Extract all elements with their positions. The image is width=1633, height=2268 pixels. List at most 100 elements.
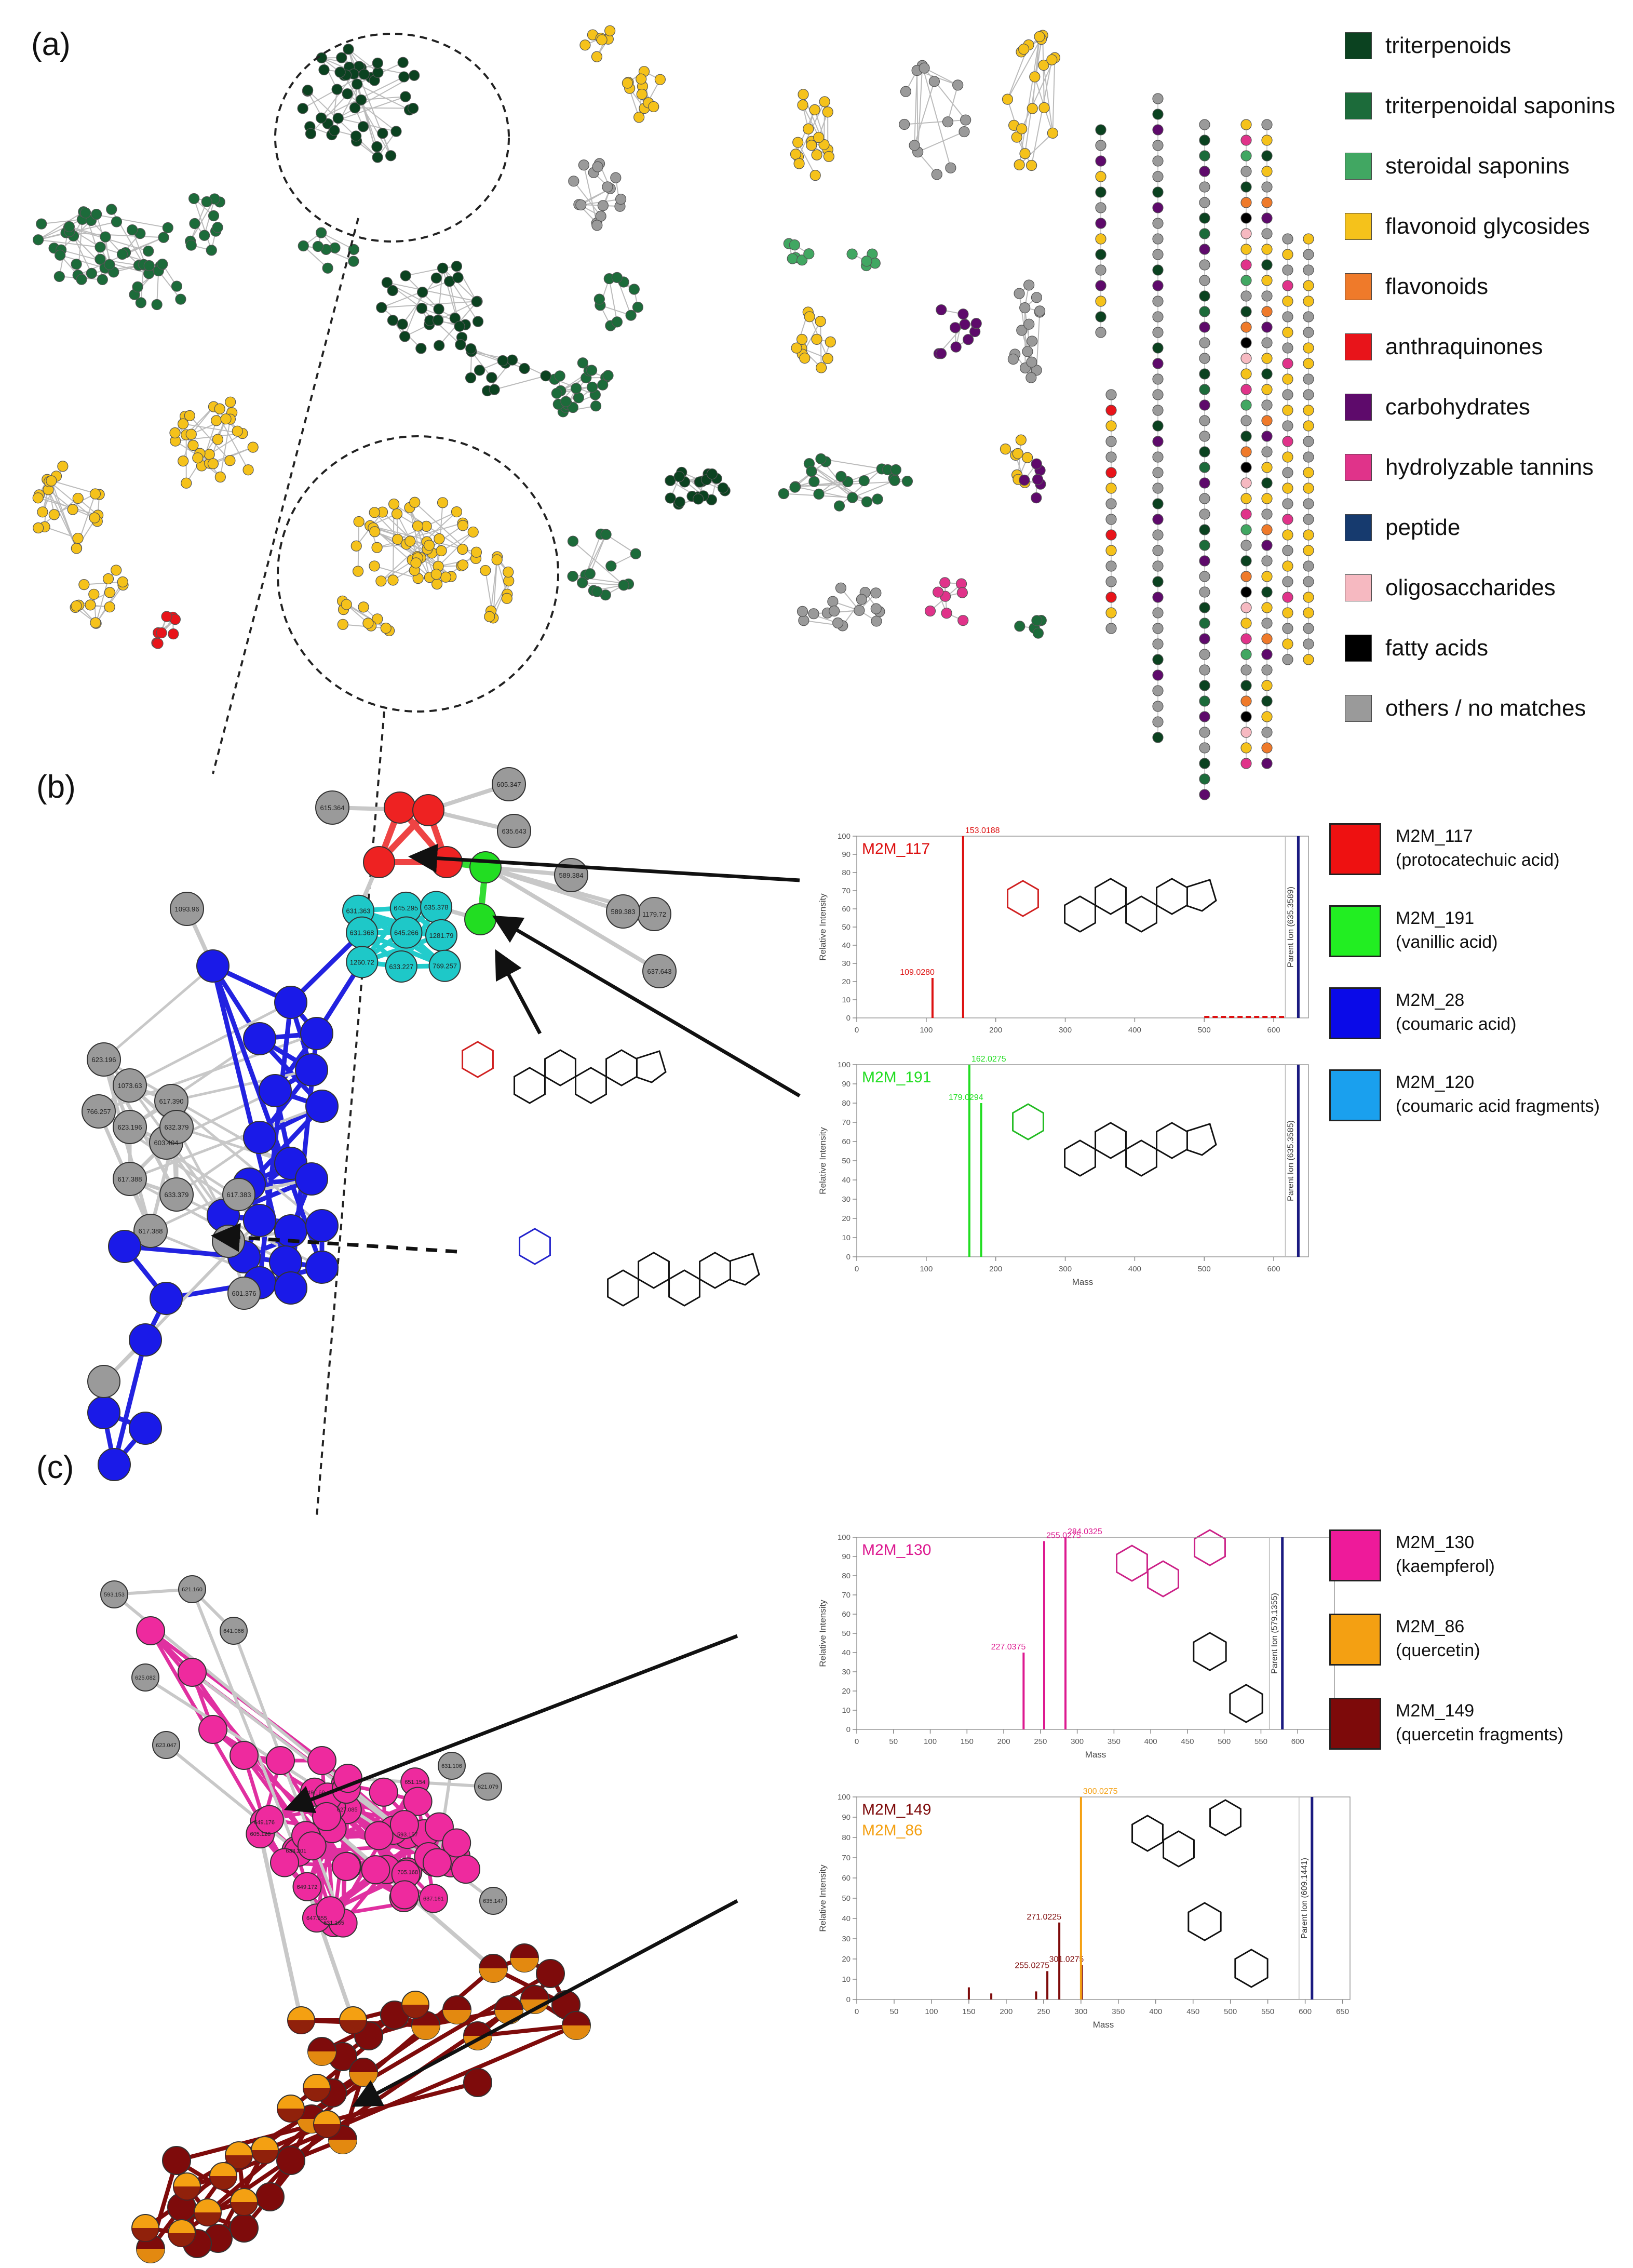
network-node (1095, 327, 1106, 338)
network-node (36, 218, 47, 230)
network-edge (924, 68, 959, 86)
network-node (1199, 773, 1210, 785)
network-node (1240, 244, 1252, 255)
legend-desc: (kaempferol) (1396, 1556, 1495, 1576)
network-node (1152, 358, 1164, 369)
network-node (348, 256, 359, 267)
y-tick-label: 40 (842, 1648, 851, 1657)
node-label: 637.161 (423, 1896, 444, 1902)
network-node (434, 533, 445, 545)
network-edge (320, 73, 354, 118)
network-node (1303, 358, 1314, 369)
network-node (506, 354, 518, 366)
network-node (204, 449, 215, 460)
network-node (222, 1178, 255, 1211)
x-tick-label: 50 (889, 1737, 898, 1746)
network-node (570, 383, 582, 394)
network-edge (212, 1728, 316, 1794)
network-node (63, 221, 75, 233)
network-node (433, 303, 444, 315)
network-node (1240, 758, 1252, 769)
network-node (1282, 233, 1293, 245)
network-node (1240, 618, 1252, 629)
legend-label: triterpenoidal saponins (1385, 93, 1615, 118)
network-node (1000, 444, 1011, 455)
x-tick-label: 200 (989, 1026, 1002, 1035)
network-edge (947, 85, 959, 122)
legend-swatch (1329, 1529, 1381, 1581)
network-edge (852, 480, 895, 499)
y-tick-label: 20 (842, 1687, 851, 1696)
x-tick-label: 500 (1198, 1026, 1211, 1035)
node-label: 633.379 (165, 1191, 189, 1199)
network-node (78, 579, 90, 591)
node-label: 617.383 (227, 1191, 251, 1199)
network-node (220, 413, 232, 425)
network-node (274, 986, 307, 1019)
network-node (778, 488, 789, 500)
network-node (1303, 389, 1314, 400)
network-node (276, 2146, 305, 2175)
network-edge (1031, 59, 1052, 166)
network-node (89, 512, 100, 524)
network-node (1240, 166, 1252, 177)
network-node (474, 365, 485, 376)
network-node (372, 66, 384, 78)
network-node (615, 193, 627, 205)
network-node (1261, 711, 1273, 722)
y-tick-label: 40 (842, 941, 851, 950)
network-node (1199, 368, 1210, 380)
node-label: 593.157 (397, 1832, 418, 1838)
network-node (1152, 436, 1164, 447)
y-tick-label: 50 (842, 1894, 851, 1903)
peak-label: 227.0375 (991, 1643, 1026, 1652)
network-node (1261, 181, 1273, 193)
network-node (451, 1855, 481, 1884)
network-node (823, 151, 834, 162)
network-node (586, 365, 598, 376)
node-label: 617.388 (139, 1227, 163, 1235)
network-node (352, 78, 363, 90)
network-node (611, 316, 623, 328)
legend-item: M2M_149 (quercetin fragments) (1329, 1698, 1563, 1750)
network-edge (191, 1588, 298, 1851)
network-node (1261, 244, 1273, 255)
network-node (1240, 540, 1252, 551)
network-node (1282, 358, 1293, 369)
network-node (1199, 275, 1210, 286)
network-node (1031, 458, 1042, 469)
network-node (567, 401, 579, 413)
network-node (113, 1068, 147, 1103)
legend-label: others / no matches (1385, 695, 1586, 721)
node-label: 589.384 (559, 871, 584, 879)
network-node (492, 767, 526, 801)
ring (638, 1252, 670, 1289)
network-node (1199, 399, 1210, 411)
network-node (870, 587, 882, 599)
x-tick-label: 450 (1186, 2007, 1199, 2016)
legend-name: M2M_191 (1396, 908, 1475, 928)
network-node (1105, 545, 1117, 556)
network-node (1240, 353, 1252, 364)
node-label: 641.066 (223, 1628, 244, 1634)
network-node (1261, 166, 1273, 177)
network-node (889, 475, 900, 486)
network-edge (373, 527, 430, 578)
network-node (798, 615, 809, 626)
network-node (501, 593, 512, 604)
network-node (300, 1017, 333, 1050)
network-node (1152, 327, 1164, 338)
legend-item: carbohydrates (1345, 377, 1615, 437)
x-tick-label: 150 (962, 2007, 975, 2016)
highlight-ellipse-bottom (277, 435, 559, 713)
network-edge (589, 534, 607, 574)
network-node (1152, 592, 1164, 603)
network-node (796, 333, 808, 345)
network-node (1261, 197, 1273, 208)
network-node (1282, 654, 1293, 665)
node-label: 649.172 (297, 1884, 318, 1890)
legend-name: M2M_86 (1396, 1617, 1465, 1636)
legend-swatch (1345, 32, 1372, 59)
network-node (152, 638, 164, 649)
network-node (792, 137, 804, 148)
